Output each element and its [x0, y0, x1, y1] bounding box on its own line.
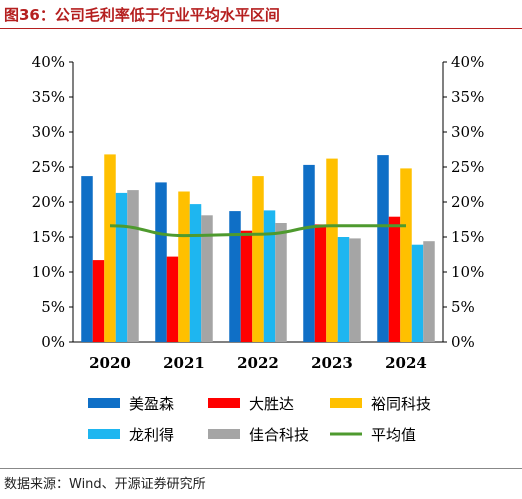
bar-龙利得-2021 — [189, 204, 202, 342]
bar-裕同科技-2021 — [178, 191, 190, 342]
legend-label-美盈森: 美盈森 — [129, 395, 174, 413]
bar-大胜达-2023 — [314, 224, 327, 342]
y-tick-label-left: 0% — [41, 333, 65, 351]
source-note: 数据来源：Wind、开源证券研究所 — [4, 477, 206, 492]
legend-label-裕同科技: 裕同科技 — [371, 395, 431, 413]
title-divider — [0, 28, 522, 29]
bar-龙利得-2023 — [337, 237, 350, 342]
y-tick-label-left: 10% — [32, 263, 65, 281]
x-tick-label: 2020 — [89, 354, 131, 372]
bar-美盈森-2023 — [303, 164, 315, 342]
bar-龙利得-2022 — [263, 210, 276, 342]
bar-佳合科技-2022 — [275, 223, 287, 342]
y-tick-label-right: 30% — [451, 123, 484, 141]
source-divider — [0, 468, 522, 469]
y-tick-label-left: 20% — [32, 193, 65, 211]
y-tick-label-left: 30% — [32, 123, 65, 141]
bar-美盈森-2022 — [229, 211, 241, 342]
bar-大胜达-2020 — [92, 260, 105, 342]
bars — [81, 154, 435, 342]
bar-佳合科技-2020 — [127, 190, 139, 342]
bar-龙利得-2020 — [115, 192, 128, 342]
legend-label-大胜达: 大胜达 — [249, 395, 294, 413]
bar-美盈森-2020 — [81, 176, 93, 342]
bar-大胜达-2021 — [166, 256, 179, 342]
bar-美盈森-2024 — [377, 155, 389, 342]
bar-佳合科技-2023 — [349, 238, 361, 342]
bar-裕同科技-2022 — [252, 176, 264, 342]
legend-swatch-佳合科技 — [208, 429, 240, 439]
bar-大胜达-2022 — [240, 230, 253, 342]
y-tick-label-right: 35% — [451, 88, 484, 106]
legend-label-龙利得: 龙利得 — [129, 426, 174, 444]
bar-裕同科技-2024 — [400, 168, 412, 342]
average-line — [109, 224, 406, 238]
bar-美盈森-2021 — [155, 182, 167, 342]
y-tick-label-right: 5% — [451, 298, 475, 316]
x-tick-label: 2022 — [237, 354, 279, 372]
legend-swatch-美盈森 — [88, 398, 120, 408]
average-line-layer — [109, 224, 406, 238]
bar-佳合科技-2024 — [423, 241, 435, 342]
y-tick-label-right: 10% — [451, 263, 484, 281]
legend-swatch-龙利得 — [88, 429, 120, 439]
y-tick-label-right: 20% — [451, 193, 484, 211]
y-tick-label-right: 40% — [451, 53, 484, 71]
legend-label-平均值: 平均值 — [371, 426, 416, 444]
legend-label-佳合科技: 佳合科技 — [249, 426, 309, 444]
y-tick-label-right: 0% — [451, 333, 475, 351]
x-tick-label: 2021 — [163, 354, 205, 372]
y-tick-label-left: 15% — [32, 228, 65, 246]
bar-裕同科技-2020 — [104, 154, 116, 342]
y-tick-label-left: 35% — [32, 88, 65, 106]
legend-swatch-裕同科技 — [330, 398, 362, 408]
x-tick-label: 2023 — [311, 354, 353, 372]
legend-swatch-大胜达 — [208, 398, 240, 408]
y-tick-label-left: 25% — [32, 158, 65, 176]
bar-佳合科技-2021 — [201, 215, 213, 342]
bar-龙利得-2024 — [411, 244, 424, 342]
y-tick-label-left: 5% — [41, 298, 65, 316]
chart-title: 图36：公司毛利率低于行业平均水平区间 — [4, 6, 280, 24]
tick-labels: 0% 0% 5% 5% 10% 10% 15% 15% 20% 20% 25% 25% 30% 30% 35… — [32, 53, 485, 372]
y-tick-label-left: 40% — [32, 53, 65, 71]
y-tick-label-right: 25% — [451, 158, 484, 176]
x-tick-label: 2024 — [385, 354, 427, 372]
bar-裕同科技-2023 — [326, 158, 338, 342]
bar-大胜达-2024 — [388, 216, 401, 342]
y-tick-label-right: 15% — [451, 228, 484, 246]
